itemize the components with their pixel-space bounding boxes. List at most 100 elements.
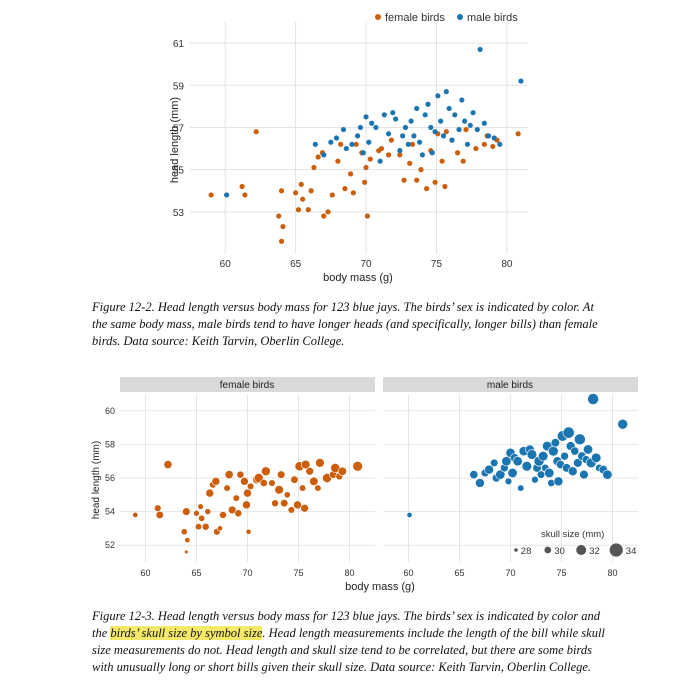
data-point-female	[204, 508, 212, 515]
data-point-female	[276, 213, 282, 219]
data-point-female	[217, 525, 223, 532]
data-point-female	[180, 528, 188, 536]
data-point-female	[515, 131, 521, 137]
caption-text-start: Figure 12-3. Head length versus body mas…	[92, 609, 601, 640]
panel-title-female: female birds	[220, 380, 274, 391]
data-point-female	[227, 505, 237, 515]
data-point-female	[321, 213, 327, 219]
data-point-female	[261, 466, 271, 477]
data-point-male	[405, 141, 411, 147]
size-legend-label: 34	[626, 546, 637, 557]
data-point-female	[194, 523, 203, 531]
data-point-female	[353, 141, 359, 147]
y-tick-label: 59	[173, 81, 185, 92]
data-point-male	[459, 97, 465, 103]
data-point-female	[424, 186, 430, 192]
data-point-male	[385, 131, 392, 137]
data-point-female	[378, 145, 385, 152]
data-point-male	[438, 118, 444, 124]
data-point-female	[242, 192, 248, 198]
data-point-female	[401, 177, 407, 183]
data-point-female	[290, 475, 299, 484]
y-tick-label: 60	[105, 406, 115, 416]
size-legend-label: 30	[554, 546, 565, 557]
data-point-male	[501, 456, 512, 467]
data-point-male	[536, 470, 546, 479]
data-point-male	[366, 139, 372, 145]
data-point-male	[406, 511, 413, 518]
data-point-male	[464, 141, 471, 147]
data-point-female	[363, 164, 369, 171]
data-point-female	[463, 126, 469, 133]
axis-tick-labels: 60 65 70 75 80 53 55 57 59 61	[173, 39, 513, 270]
axis-tick-labels: 60 65 70 75 80 60 65 70 75 80 52 54 56 58 60	[105, 406, 618, 578]
data-point-male	[400, 133, 406, 139]
data-point-male	[363, 114, 369, 120]
data-point-male	[544, 467, 555, 478]
data-point-female	[132, 511, 139, 518]
data-point-male	[548, 445, 559, 457]
data-point-female	[193, 509, 200, 517]
data-point-female	[154, 504, 162, 512]
data-point-female	[242, 500, 251, 510]
x-tick-label: 80	[607, 568, 617, 578]
size-legend-title: skull size (mm)	[541, 529, 604, 540]
x-tick-label: 60	[403, 568, 413, 578]
data-point-female	[274, 485, 284, 495]
data-point-female	[329, 192, 335, 198]
data-point-female	[184, 537, 191, 544]
data-point-male	[617, 418, 628, 430]
data-point-male	[602, 469, 613, 480]
data-point-male	[224, 192, 230, 198]
y-axis-label: head length (mm)	[169, 97, 181, 183]
data-point-male	[422, 112, 428, 118]
data-point-male	[377, 158, 383, 164]
data-point-male	[452, 112, 458, 118]
data-point-female	[305, 207, 311, 213]
caption-highlight: birds’ skull size by symbol size	[110, 626, 263, 640]
data-point-female	[407, 160, 413, 166]
data-point-male	[587, 393, 599, 405]
data-point-female	[219, 511, 227, 519]
data-point-female	[347, 171, 354, 177]
data-point-female	[338, 141, 344, 147]
data-point-male	[517, 484, 525, 492]
data-points	[132, 393, 628, 555]
data-point-male	[435, 93, 441, 99]
data-point-female	[234, 509, 243, 518]
data-point-female	[236, 470, 245, 479]
y-tick-label: 61	[173, 39, 185, 50]
x-tick-label: 75	[431, 259, 443, 270]
panel-strip-male	[383, 377, 638, 392]
data-point-male	[560, 451, 569, 461]
data-point-female	[298, 181, 304, 187]
data-point-female	[223, 484, 231, 492]
data-point-female	[155, 510, 164, 520]
data-point-male	[562, 426, 575, 439]
data-point-male	[477, 46, 483, 53]
data-point-male	[526, 449, 538, 460]
data-point-female	[414, 177, 420, 183]
data-point-female	[473, 145, 479, 152]
figure-12-3-caption: Figure 12-3. Head length versus body mas…	[92, 608, 612, 676]
data-point-female	[246, 482, 255, 491]
data-point-female	[278, 238, 285, 244]
data-point-male	[446, 105, 452, 112]
data-point-male	[579, 469, 589, 480]
y-tick-label: 56	[105, 473, 115, 483]
data-point-female	[287, 506, 296, 514]
data-point-female	[443, 129, 449, 135]
panel-title-male: male birds	[487, 380, 533, 391]
data-point-male	[411, 133, 417, 139]
data-point-male	[432, 129, 438, 135]
data-point-male	[567, 466, 578, 477]
data-point-female	[243, 488, 252, 498]
x-tick-label: 80	[344, 568, 354, 578]
data-point-male	[573, 458, 583, 468]
data-point-female	[280, 499, 289, 508]
size-legend-marker	[514, 548, 518, 552]
size-legend-label: 28	[521, 546, 532, 557]
data-point-male	[416, 139, 423, 145]
data-point-female	[314, 484, 322, 492]
